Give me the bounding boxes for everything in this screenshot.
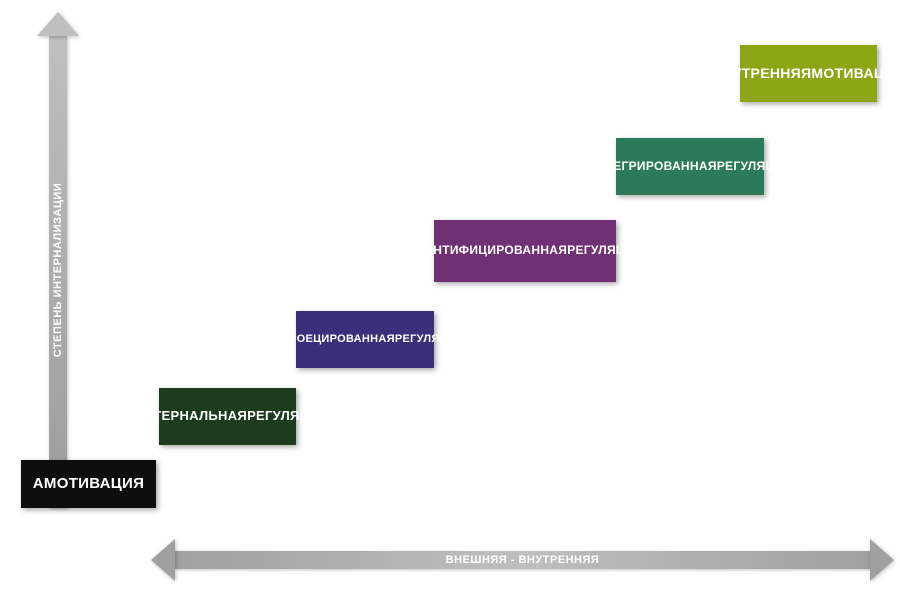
box-identified-reg: ИДЕНТИФИЦИРОВАННАЯРЕГУЛЯЦИЯ (434, 220, 616, 282)
box-introjected-reg: ИНТРОЕЦИРОВАННАЯРЕГУЛЯЦИЯ (296, 311, 434, 368)
box-amotivation: АМОТИВАЦИЯ (21, 460, 156, 508)
box-external-reg: ЭКСТЕРНАЛЬНАЯРЕГУЛЯЦИЯ (159, 388, 296, 445)
y-axis-label: СТЕПЕНЬ ИНТЕРНАЛИЗАЦИИ (52, 183, 64, 357)
x-axis-arrow: ВНЕШНЯЯ - ВНУТРЕННЯЯ (175, 551, 870, 569)
box-intrinsic: ВНУТРЕННЯЯМОТИВАЦИЯ (740, 45, 877, 102)
box-integrated-reg: ИНТЕГРИРОВАННАЯРЕГУЛЯЦИЯ (616, 138, 764, 195)
diagram-canvas: { "type": "infographic", "axes": { "y": … (0, 0, 900, 600)
x-axis-label: ВНЕШНЯЯ - ВНУТРЕННЯЯ (175, 551, 870, 569)
